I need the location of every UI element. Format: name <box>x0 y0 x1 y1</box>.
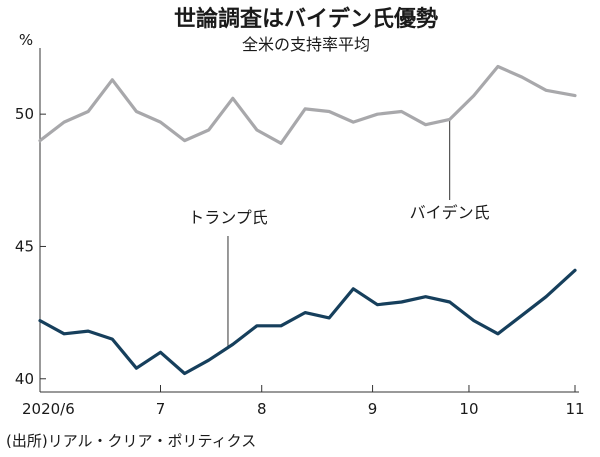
series-line <box>38 268 577 376</box>
x-tick-label: 11 <box>565 400 584 418</box>
x-tick-label: 10 <box>459 400 478 418</box>
annotation-label: バイデン氏 <box>410 203 490 222</box>
x-tick-label: 7 <box>156 400 166 418</box>
annotation-label: トランプ氏 <box>188 208 268 227</box>
y-axis-unit: % <box>19 31 33 49</box>
series-lines <box>38 64 577 376</box>
x-tick-label: 8 <box>257 400 267 418</box>
x-tick-label: 2020/6 <box>22 400 75 418</box>
y-tick-label: 40 <box>15 370 34 388</box>
chart-title: 世論調査はバイデン氏優勢 <box>174 6 438 32</box>
source-note: (出所)リアル・クリア・ポリティクス <box>6 432 256 450</box>
series-line <box>38 64 577 145</box>
axes: 40 45 50 2020/6 7 8 9 10 11 <box>15 48 585 418</box>
annotations: トランプ氏 バイデン氏 <box>188 119 490 348</box>
y-tick-label: 50 <box>15 105 34 123</box>
y-tick-label: 45 <box>15 237 34 255</box>
x-tick-label: 9 <box>368 400 378 418</box>
chart-subtitle: 全米の支持率平均 <box>242 35 370 54</box>
